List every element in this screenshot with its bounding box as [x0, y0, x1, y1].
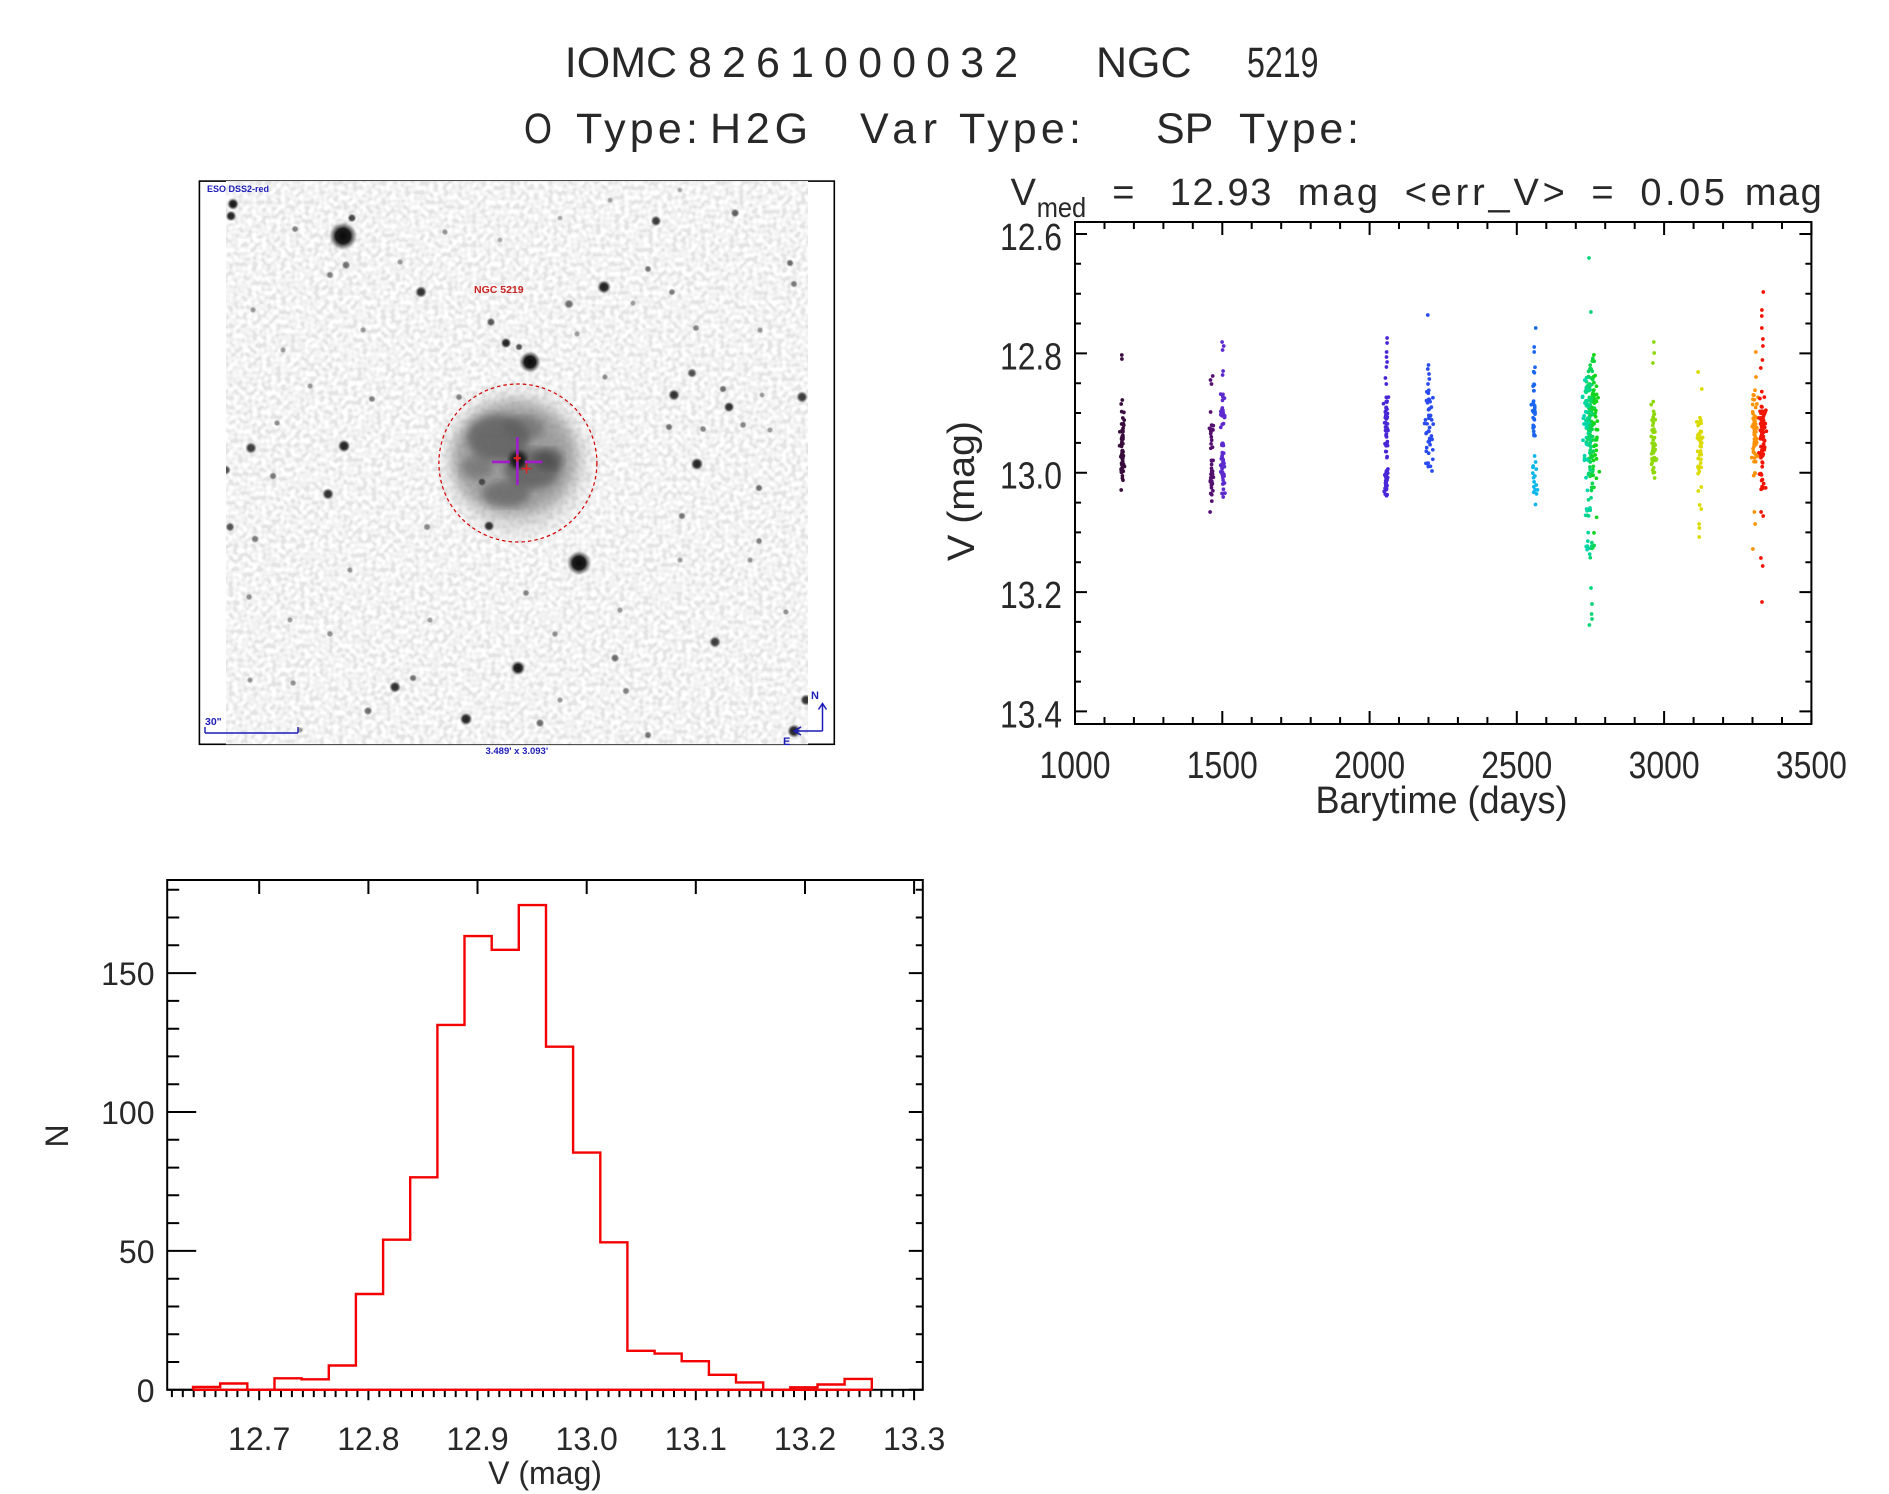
- svg-text:N: N: [39, 1124, 75, 1147]
- svg-text:V (mag): V (mag): [941, 421, 983, 561]
- svg-text:Type:: Type:: [1239, 105, 1363, 153]
- svg-text:13.2: 13.2: [1000, 575, 1062, 617]
- svg-text:N: N: [811, 690, 819, 702]
- svg-text:12.8: 12.8: [1000, 336, 1062, 378]
- svg-text:5219: 5219: [1247, 39, 1319, 87]
- svg-text:1000: 1000: [1040, 745, 1111, 787]
- svg-text:12.6: 12.6: [1000, 217, 1062, 259]
- svg-text:3000: 3000: [1629, 745, 1700, 787]
- svg-text:2500: 2500: [1481, 745, 1552, 787]
- svg-text:2000: 2000: [1334, 745, 1405, 787]
- svg-text:NGC 5219: NGC 5219: [474, 284, 524, 296]
- svg-text:50: 50: [119, 1234, 155, 1270]
- svg-text:150: 150: [101, 956, 154, 992]
- svg-text:12.93: 12.93: [1170, 172, 1273, 214]
- svg-text:3.489' x 3.093': 3.489' x 3.093': [485, 746, 548, 757]
- svg-text:13.1: 13.1: [665, 1421, 727, 1457]
- svg-text:mag: mag: [1745, 172, 1823, 214]
- svg-text:med: med: [1037, 192, 1087, 223]
- svg-text:12.7: 12.7: [228, 1421, 290, 1457]
- svg-text:V (mag): V (mag): [488, 1455, 602, 1491]
- svg-text:0.05: 0.05: [1640, 172, 1728, 214]
- svg-text:8261000032: 8261000032: [688, 39, 1028, 87]
- svg-text:13.3: 13.3: [883, 1421, 945, 1457]
- svg-text:Type:: Type:: [959, 105, 1085, 153]
- svg-text:IOMC: IOMC: [565, 39, 677, 87]
- svg-text:13.4: 13.4: [1000, 694, 1062, 736]
- svg-text:H2G: H2G: [710, 105, 813, 153]
- svg-text:E: E: [783, 736, 790, 748]
- svg-text:13.0: 13.0: [1000, 456, 1062, 498]
- svg-text:Barytime (days): Barytime (days): [1316, 780, 1568, 822]
- svg-text:Var: Var: [860, 105, 944, 153]
- svg-text:13.2: 13.2: [774, 1421, 836, 1457]
- svg-text:=: =: [1112, 172, 1134, 214]
- svg-text:<err_V>: <err_V>: [1405, 172, 1569, 214]
- svg-text:ESO DSS2-red: ESO DSS2-red: [207, 184, 269, 194]
- svg-text:0: 0: [137, 1373, 155, 1409]
- svg-text:O: O: [524, 105, 552, 153]
- svg-text:1500: 1500: [1187, 745, 1258, 787]
- svg-text:V: V: [1011, 172, 1037, 214]
- svg-text:30": 30": [205, 716, 222, 728]
- svg-text:12.9: 12.9: [446, 1421, 508, 1457]
- svg-text:mag: mag: [1298, 172, 1382, 214]
- svg-text:100: 100: [101, 1095, 154, 1131]
- svg-text:13.0: 13.0: [556, 1421, 618, 1457]
- svg-text:Type:: Type:: [576, 105, 702, 153]
- svg-text:=: =: [1591, 172, 1613, 214]
- svg-text:12.8: 12.8: [337, 1421, 399, 1457]
- svg-text:SP: SP: [1156, 105, 1213, 153]
- svg-text:3500: 3500: [1776, 745, 1847, 787]
- svg-text:NGC: NGC: [1096, 39, 1192, 87]
